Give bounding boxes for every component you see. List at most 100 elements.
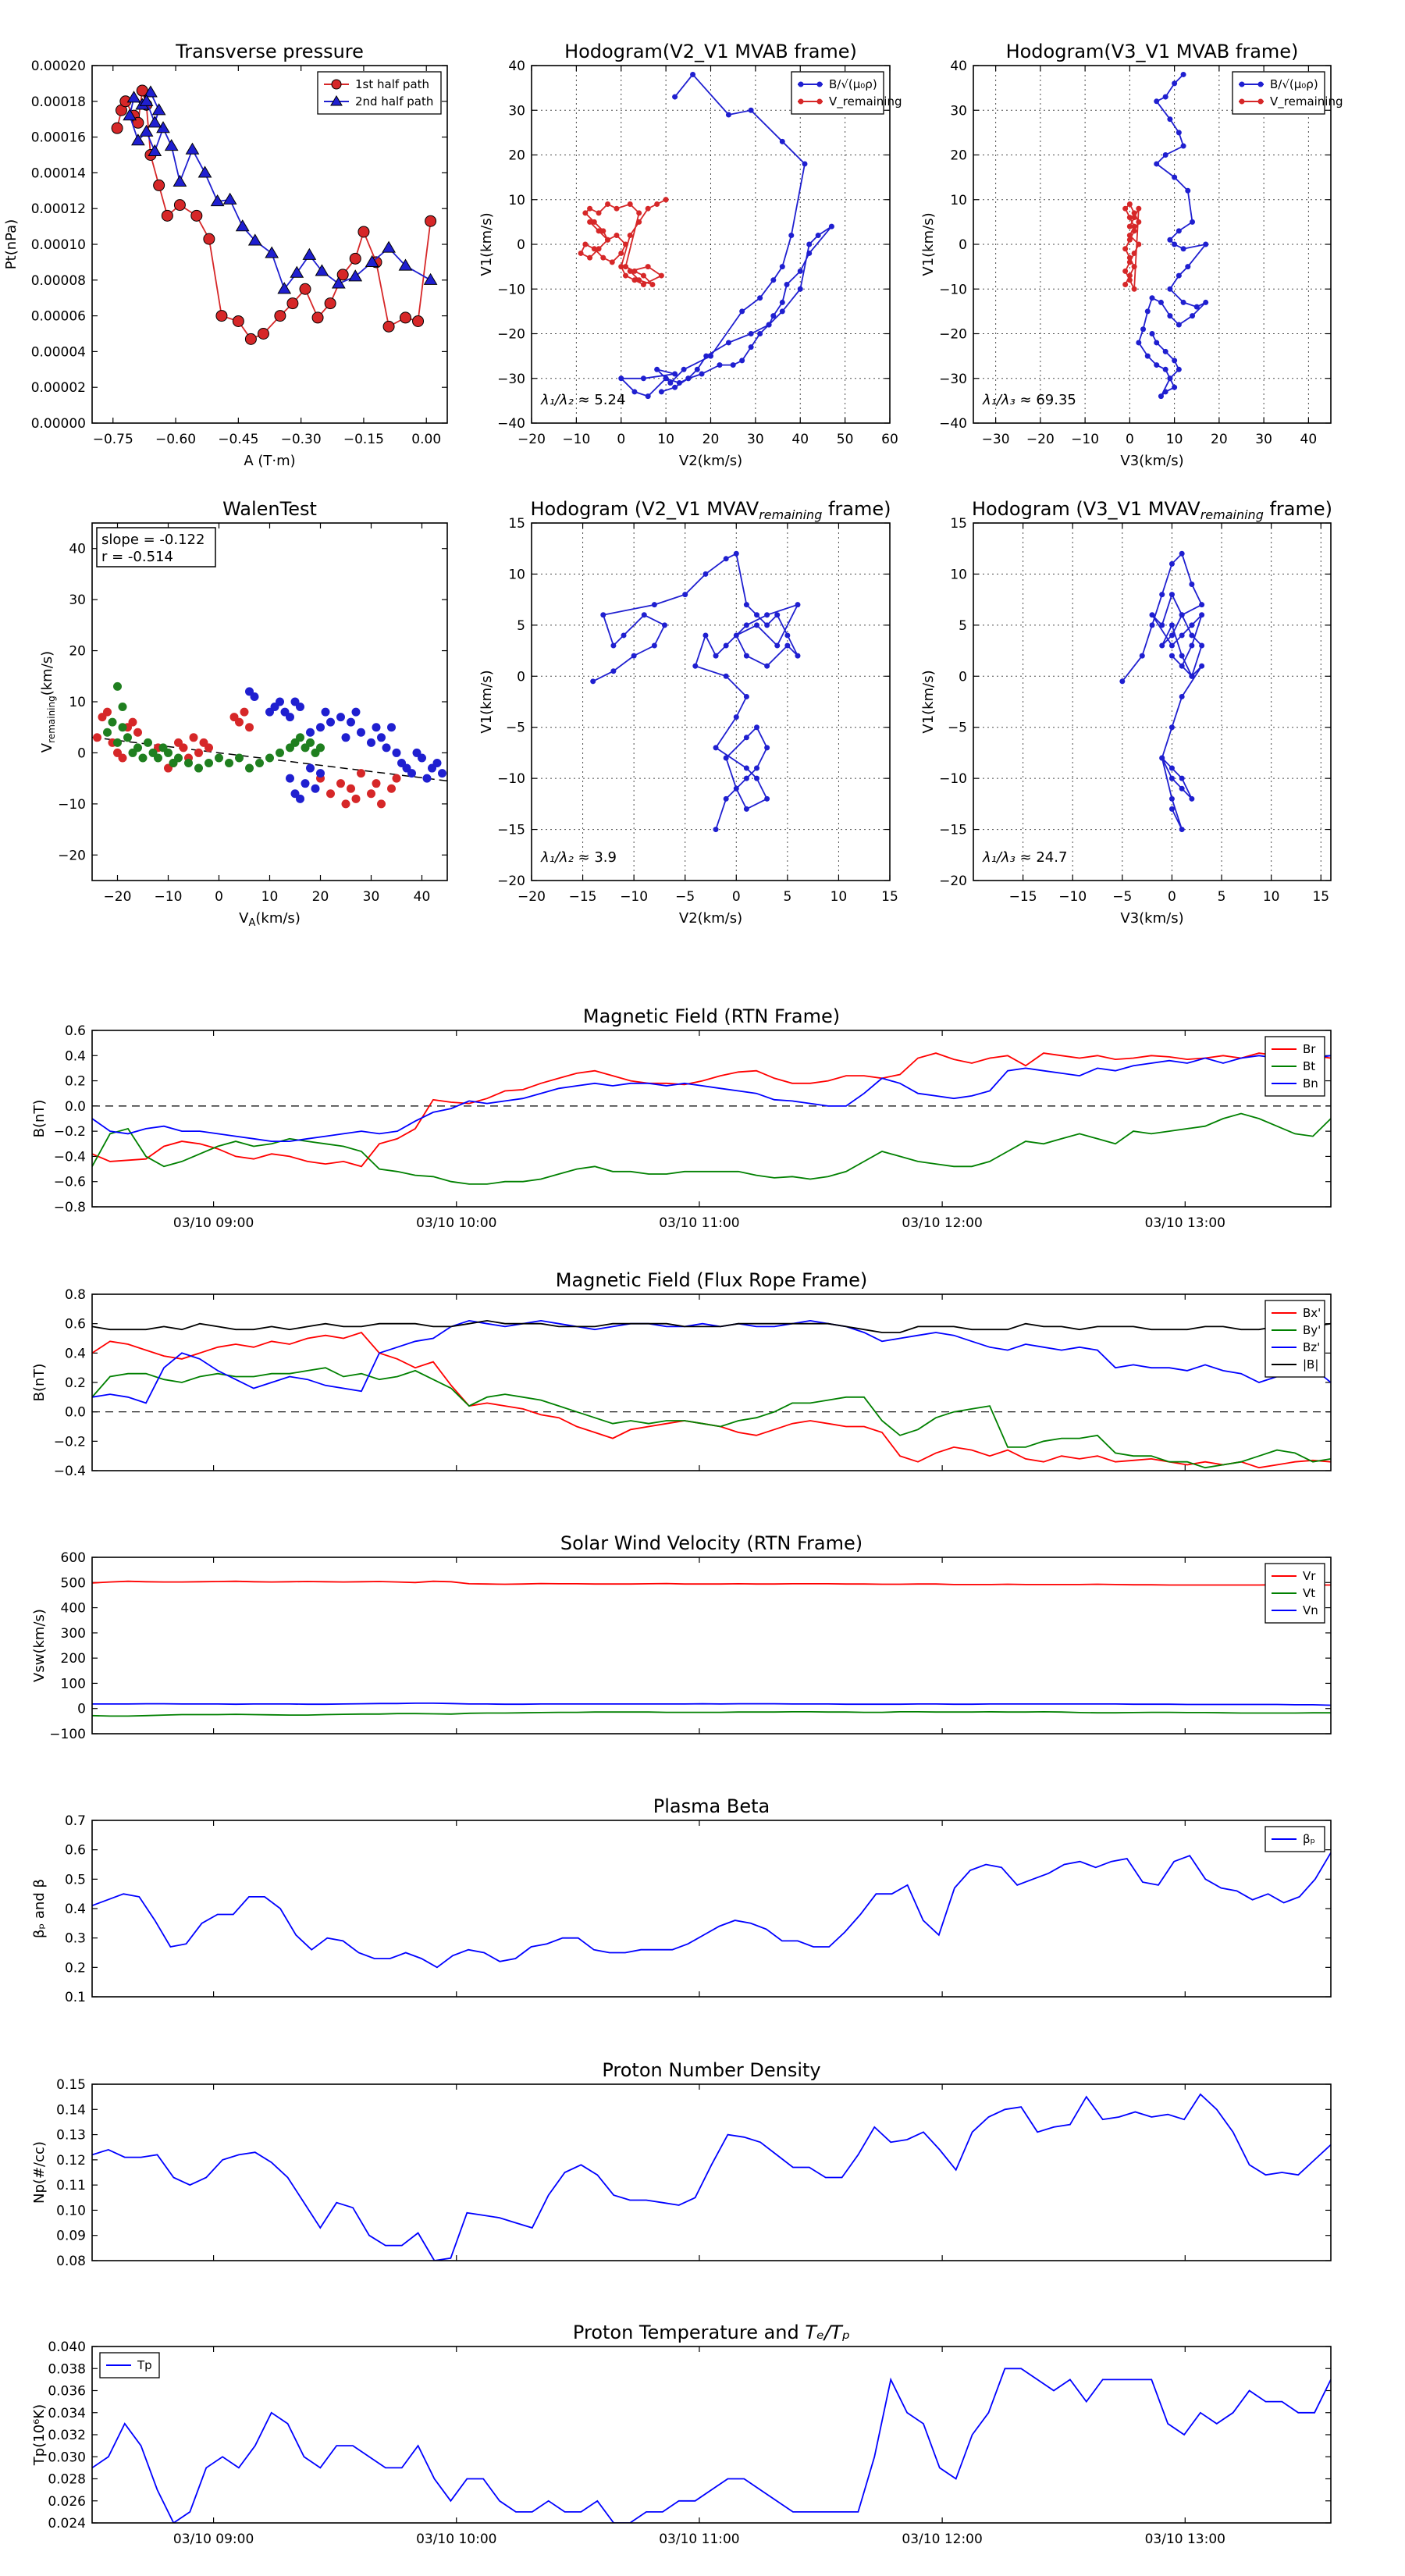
hodogram-v3-v1-mvav-series-0-point-29 (1179, 693, 1185, 699)
solar-wind-velocity-ytick-label-0: −100 (49, 1727, 86, 1742)
transverse-pressure-ylabel: Pt(nPa) (3, 219, 20, 269)
hodogram-v2-v1-mvab-xtick-label-7: 50 (837, 432, 854, 447)
hodogram-v2-v1-mvav-series-0-point-5 (641, 612, 647, 618)
transverse-pressure-ytick-label-3: 0.00006 (31, 309, 86, 325)
transverse-pressure-xtick-label-2: −0.45 (218, 432, 258, 447)
transverse-pressure-series-1-point-13 (222, 192, 237, 205)
walen-test-series-1-point-15 (184, 759, 193, 768)
hodogram-v3-v1-mvav-series-0-point-4 (1168, 560, 1175, 567)
walen-test-series-0-point-20 (235, 717, 244, 727)
transverse-pressure-ytick-label-10: 0.00020 (31, 59, 86, 74)
hodogram-v3-v1-mvav-series-0-point-30 (1168, 724, 1175, 731)
walen-test-series-0-point-34 (392, 774, 401, 783)
hodogram-v2-v1-mvab-ytick-label-0: −40 (497, 416, 525, 432)
hodogram-v3-v1-mvab-series-1-point-6 (1131, 228, 1137, 234)
hodogram-v3-v1-mvav-series-0-point-15 (1189, 632, 1195, 639)
hodogram-v2-v1-mvav-series-0-point-37 (743, 765, 749, 771)
magnetic-field-rtn-xtick-label-4: 03/10 13:00 (1145, 1215, 1225, 1231)
walen-test-ytick-label-0: −20 (58, 848, 86, 863)
hodogram-v3-v1-mvab-legend-dot-a-0 (1239, 81, 1245, 87)
proton-temperature-ytick-label-1: 0.026 (48, 2494, 86, 2510)
hodogram-v3-v1-mvav-series-0-point-19 (1149, 612, 1155, 618)
hodogram-v2-v1-mvav-series-0-point-40 (743, 806, 749, 812)
hodogram-v3-v1-mvab-xtick-label-3: 0 (1126, 432, 1134, 447)
magnetic-field-flux-rope-ytick-label-4: 0.4 (65, 1346, 86, 1361)
magnetic-field-rtn-chart: Magnetic Field (RTN Frame) −0.8 −0.6 −0.4 −0… (31, 1005, 1332, 1231)
hodogram-v3-v1-mvav-series-0-point-40 (1168, 806, 1175, 812)
hodogram-v3-v1-mvab-series-1-point-10 (1122, 205, 1129, 212)
hodogram-v2-v1-mvab-series-0-point-16 (779, 299, 785, 305)
hodogram-v2-v1-mvav-series-0-point-20 (784, 642, 791, 649)
transverse-pressure-series-1-point-5 (331, 276, 346, 289)
walen-test-series-1-point-32 (113, 681, 122, 691)
hodogram-v2-v1-mvab-legend (791, 71, 884, 115)
proton-temperature-ytick-label-0: 0.024 (48, 2516, 86, 2532)
hodogram-v2-v1-mvab-series-1-point-37 (645, 205, 651, 212)
hodogram-v3-v1-mvab-series-1-point-16 (1126, 259, 1133, 265)
hodogram-v3-v1-mvav-series-0-point-9 (1168, 632, 1175, 639)
hodogram-v3-v1-mvav-xlabel: V3(km/s) (1120, 910, 1183, 927)
hodogram-v3-v1-mvav-series-0-point-33 (1179, 785, 1185, 792)
magnetic-field-flux-rope-series-3-line (92, 1319, 1331, 1333)
magnetic-field-rtn-title: Magnetic Field (RTN Frame) (583, 1005, 840, 1027)
transverse-pressure-series-0-point-19 (299, 283, 311, 295)
hodogram-v3-v1-mvav-xtick-label-5: 10 (1263, 889, 1280, 905)
hodogram-v2-v1-mvab-xtick-label-0: −20 (518, 432, 546, 447)
hodogram-v3-v1-mvab-xtick-label-5: 20 (1211, 432, 1228, 447)
hodogram-v3-v1-mvav-series-0-point-10 (1159, 642, 1165, 649)
walen-test-series-2-point-18 (367, 738, 375, 747)
magnetic-field-flux-rope-series-1 (92, 1367, 1331, 1469)
proton-temperature-series-0 (92, 2368, 1331, 2523)
magnetic-field-flux-rope-legend-label-3: |B| (1303, 1357, 1318, 1372)
transverse-pressure-legend-label-1: 2nd half path (355, 94, 433, 109)
magnetic-field-rtn-plot-frame (91, 1030, 1332, 1208)
hodogram-v3-v1-mvab-series-0-point-40 (1172, 358, 1178, 364)
hodogram-v3-v1-mvab-ytick-label-0: −40 (939, 416, 967, 432)
transverse-pressure-series-1-point-12 (235, 219, 250, 232)
hodogram-v2-v1-mvab-xtick-label-8: 60 (881, 432, 898, 447)
hodogram-v3-v1-mvab-series-1-point-17 (1122, 268, 1129, 274)
hodogram-v2-v1-mvab-series-0-point-12 (828, 223, 834, 229)
proton-number-density-ytick-label-1: 0.09 (56, 2229, 86, 2244)
hodogram-v2-v1-mvab-series-1-point-21 (627, 201, 633, 207)
transverse-pressure-series-1-point-29 (139, 94, 154, 106)
hodogram-v3-v1-mvab-legend-label-0: B/√(μ₀ρ) (1270, 77, 1318, 91)
hodogram-v3-v1-mvab-ytick-label-2: −20 (939, 327, 967, 343)
hodogram-v3-v1-mvav-xtick-label-6: 15 (1312, 889, 1329, 905)
hodogram-v3-v1-mvab-series-0-point-18 (1176, 272, 1182, 279)
hodogram-v2-v1-mvav-series-0-point-36 (713, 745, 719, 751)
hodogram-v3-v1-mvab-legend-label-1: V_remaining (1270, 94, 1343, 109)
walen-test-series-2-point-11 (321, 707, 330, 717)
plasma-beta-series-0-line (92, 1852, 1331, 1969)
hodogram-v3-v1-mvav-series-0-point-7 (1199, 602, 1205, 608)
hodogram-v2-v1-mvav-plot-frame (531, 522, 891, 881)
hodogram-v2-v1-mvab-series-1-point-29 (645, 264, 651, 270)
hodogram-v3-v1-mvab-series-0-point-35 (1172, 384, 1178, 390)
solar-wind-velocity-legend-label-0: Vr (1303, 1569, 1316, 1583)
transverse-pressure-series-0-point-28 (412, 315, 425, 327)
hodogram-v2-v1-mvab-series-1-point-15 (591, 219, 597, 225)
hodogram-v2-v1-mvav-series-0-point-17 (774, 612, 781, 618)
proton-number-density-ytick-label-6: 0.14 (56, 2102, 86, 2118)
walen-test-series-2 (245, 687, 446, 803)
hodogram-v2-v1-mvav-series-0-point-3 (651, 642, 657, 649)
hodogram-v3-v1-mvab-ytick-label-4: 0 (959, 237, 967, 253)
hodogram-v3-v1-mvab-chart: Hodogram(V3_V1 MVAB frame) −40 −30 −20 −10 0 1… (920, 41, 1343, 469)
walen-test-series-2-point-32 (438, 769, 446, 778)
walen-test-series-0-point-16 (194, 748, 203, 757)
proton-temperature-ytick-label-8: 0.040 (48, 2339, 86, 2355)
hodogram-v3-v1-mvav-series-0-point-37 (1159, 755, 1165, 761)
hodogram-v2-v1-mvav-series-0-point-1 (610, 668, 617, 674)
transverse-pressure-ytick-label-5: 0.00010 (31, 237, 86, 253)
hodogram-v2-v1-mvab-xlabel: V2(km/s) (679, 453, 742, 469)
walen-test-series-1-point-27 (296, 733, 304, 742)
hodogram-v2-v1-mvab-series-0-point-35 (681, 366, 687, 372)
walen-test-ytick-label-1: −10 (58, 797, 86, 813)
hodogram-v2-v1-mvav-ytick-label-2: −10 (497, 771, 525, 787)
walen-test-series-0-point-28 (351, 794, 361, 803)
transverse-pressure-series-0-point-24 (357, 226, 370, 238)
magnetic-field-flux-rope-ytick-label-3: 0.2 (65, 1375, 86, 1391)
walen-test-series-2-point-22 (387, 723, 396, 732)
hodogram-v2-v1-mvab-series-0-point-37 (739, 308, 745, 315)
walen-test-ytick-label-6: 40 (69, 542, 86, 557)
